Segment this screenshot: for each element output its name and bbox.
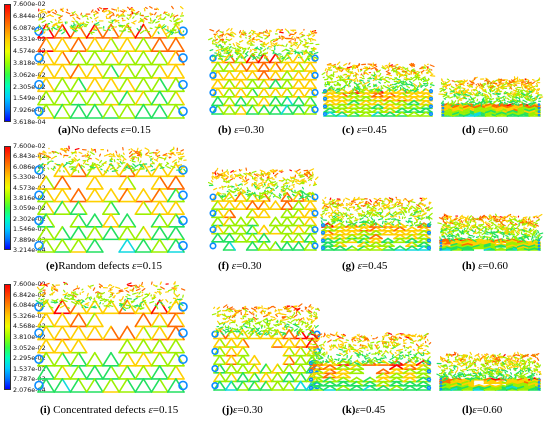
legend-color-bar (4, 4, 11, 122)
caption-l: (l)ε=0.60 (462, 404, 503, 416)
legend-tick-label: 1.537e-02 (13, 364, 46, 373)
lattice-struts (438, 76, 544, 117)
lattice-struts (208, 167, 319, 251)
caption-g: (g) ε=0.45 (342, 260, 388, 272)
legend-tick-label: 6.844e-02 (13, 11, 46, 20)
legend-tick-label: 4.573e-02 (13, 183, 46, 192)
caption-f: (f) ε=0.30 (218, 260, 262, 272)
legend-tick-label: 6.086e-02 (13, 162, 46, 171)
color-legend-row-2: 7.600e-02 6.843e-02 6.086e-02 5.330e-02 4.57… (4, 142, 56, 254)
legend-tick-label: 7.600e-02 (13, 142, 46, 150)
lattice-b (208, 27, 320, 115)
legend-tick-label: 4.568e-02 (13, 322, 46, 331)
color-legend-row-1: 7.600e-02 6.844e-02 6.087e-02 5.331e-02 4.57… (4, 0, 56, 126)
legend-tick-label: 1.549e-02 (13, 94, 46, 103)
caption-b: (b) ε=0.30 (218, 124, 265, 136)
legend-tick-label: 1.546e-02 (13, 225, 46, 234)
legend-color-bar (4, 146, 11, 250)
legend-tick-label: 7.889e-03 (13, 235, 46, 244)
lattice-i-concentrated-defects (34, 281, 188, 393)
lattice-g (320, 196, 433, 251)
legend-tick-label: 4.574e-02 (13, 47, 46, 56)
caption-i: (i) Concentrated defects ε=0.15 (40, 404, 179, 416)
legend-tick-label: 5.331e-02 (13, 35, 46, 44)
lattice-l (436, 351, 542, 391)
lattice-j (211, 303, 321, 391)
lattice-f (208, 167, 319, 251)
legend-tick-label: 7.600e-02 (13, 280, 46, 288)
lattice-h (437, 213, 544, 251)
lattice-struts (208, 27, 320, 115)
legend-tick-label: 2.302e-02 (13, 214, 46, 223)
legend-tick-label: 5.330e-02 (13, 173, 46, 182)
lattice-struts (34, 5, 188, 119)
lattice-struts (321, 61, 436, 117)
lattice-struts (307, 331, 432, 391)
legend-tick-label: 3.618e-04 (13, 118, 46, 126)
lattice-e-random-defects (34, 145, 188, 253)
caption-h: (h) ε=0.60 (462, 260, 509, 272)
color-legend-row-3: 7.600e-02 6.842e-02 6.084e-02 5.326e-02 4.56… (4, 280, 56, 394)
lattice-struts (320, 196, 433, 251)
legend-tick-label: 6.084e-02 (13, 301, 46, 310)
legend-tick-label: 2.295e-02 (13, 354, 46, 363)
legend-tick-label: 6.843e-02 (13, 152, 46, 161)
lattice-struts (437, 213, 544, 251)
legend-tick-label: 2.076e-04 (13, 386, 46, 394)
caption-e: (e)Random defects ε=0.15 (46, 260, 162, 272)
legend-tick-label: 3.816e-02 (13, 194, 46, 202)
caption-c: (c) ε=0.45 (342, 124, 387, 136)
lattice-a-no-defects (34, 5, 188, 119)
lattice-struts (34, 281, 188, 393)
legend-tick-label: 7.787e-03 (13, 375, 46, 384)
lattice-k (307, 331, 432, 391)
caption-d: (d) ε=0.60 (462, 124, 509, 136)
legend-tick-label: 7.600e-02 (13, 0, 46, 8)
lattice-struts (34, 145, 188, 253)
legend-tick-label: 3.214e-04 (13, 246, 46, 254)
legend-tick-label: 3.062e-02 (13, 70, 46, 79)
caption-k: (k)ε=0.45 (342, 404, 386, 416)
legend-tick-label: 3.810e-02 (13, 333, 46, 341)
caption-a: (a)No defects ε=0.15 (58, 124, 151, 136)
legend-tick-label: 7.926e-03 (13, 106, 46, 115)
legend-color-bar (4, 284, 11, 390)
lattice-struts (436, 351, 542, 391)
legend-tick-label: 5.326e-02 (13, 311, 46, 320)
lattice-d (438, 76, 544, 117)
caption-j: (j)ε=0.30 (222, 404, 263, 416)
lattice-c (321, 61, 436, 117)
legend-tick-label: 6.087e-02 (13, 23, 46, 32)
legend-tick-label: 2.305e-02 (13, 82, 46, 91)
legend-tick-label: 3.818e-02 (13, 59, 46, 67)
legend-tick-label: 6.842e-02 (13, 290, 46, 299)
legend-tick-label: 3.052e-02 (13, 343, 46, 352)
legend-tick-label: 3.059e-02 (13, 204, 46, 213)
lattice-struts (211, 303, 321, 391)
